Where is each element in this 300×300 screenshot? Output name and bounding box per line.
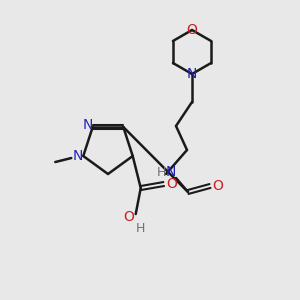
Text: N: N <box>187 67 197 81</box>
Text: N: N <box>73 149 83 163</box>
Text: O: O <box>213 179 224 193</box>
Text: H: H <box>156 166 166 178</box>
Text: H: H <box>136 221 146 235</box>
Text: O: O <box>187 23 197 37</box>
Text: O: O <box>123 210 134 224</box>
Text: N: N <box>166 165 176 179</box>
Text: O: O <box>166 177 177 191</box>
Text: N: N <box>82 118 93 132</box>
